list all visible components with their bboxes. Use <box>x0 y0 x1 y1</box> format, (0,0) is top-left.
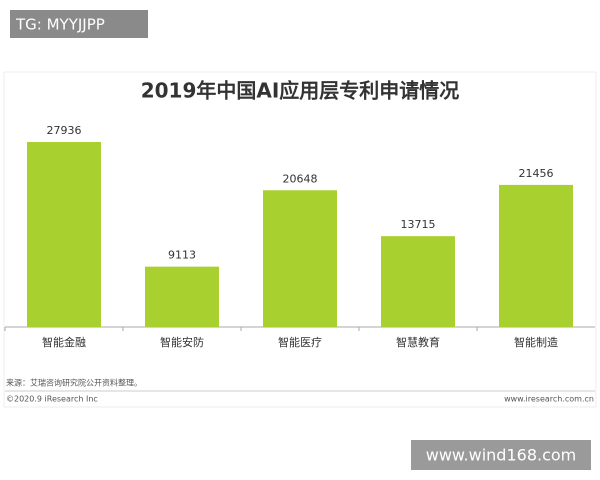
source: 来源：艾瑞咨询研究院公开资料整理。 <box>6 378 142 388</box>
x-tick-label: 智能安防 <box>160 335 204 349</box>
data-label: 13715 <box>401 218 436 231</box>
x-tick-label: 智慧教育 <box>396 335 440 349</box>
bar <box>499 184 573 327</box>
x-tick-label: 智能医疗 <box>278 335 322 349</box>
chart-frame <box>3 71 597 408</box>
bar <box>263 190 337 327</box>
data-label: 9113 <box>168 249 196 262</box>
bar <box>381 236 455 327</box>
x-tick-label: 智能金融 <box>42 335 86 349</box>
watermark-box <box>10 10 148 38</box>
watermark-text: TG: MYYJJPP <box>15 16 105 34</box>
website: www.iresearch.com.cn <box>504 395 594 404</box>
chart-title: 2019年中国AI应用层专利申请情况 <box>141 79 460 103</box>
bar <box>145 266 219 327</box>
data-label: 27936 <box>47 124 82 137</box>
copyright: ©2020.9 iResearch Inc <box>6 395 98 404</box>
x-tick-label: 智能制造 <box>514 335 558 349</box>
watermark-box <box>411 440 591 470</box>
watermark-text: www.wind168.com <box>426 446 577 465</box>
data-label: 21456 <box>519 167 554 180</box>
data-label: 20648 <box>283 172 318 185</box>
bar <box>27 142 101 327</box>
